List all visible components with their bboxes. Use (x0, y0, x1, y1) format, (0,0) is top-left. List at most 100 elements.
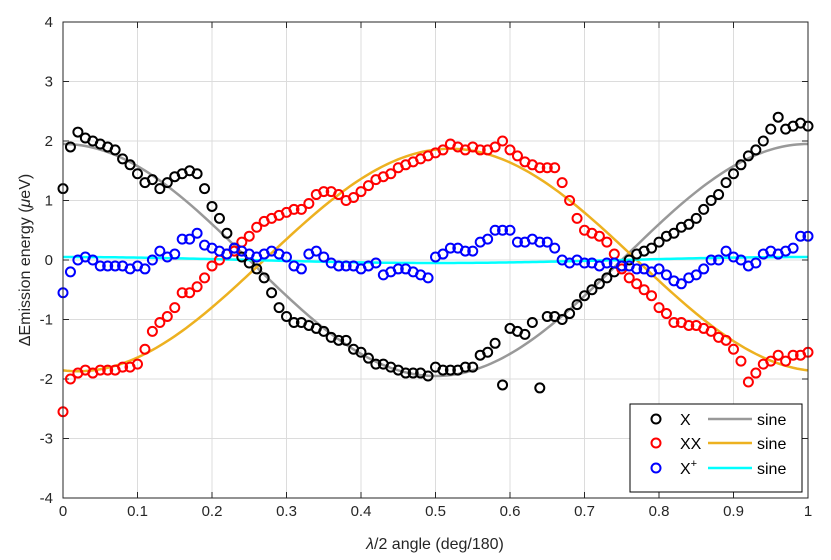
xx-point (64, 373, 76, 385)
xplus-point (437, 248, 449, 260)
xx-point (668, 316, 680, 328)
sine-fit-xplus (62, 255, 809, 265)
xplus-point (467, 245, 479, 257)
y-axis-label-pre: ΔEmission energy ( (17, 207, 34, 346)
x-point (772, 111, 784, 123)
x-point (593, 278, 605, 290)
x-axis-label: λ/2 angle (deg/180) (365, 536, 504, 553)
xx-point (653, 302, 665, 314)
y-tick-label: 0 (45, 252, 53, 269)
xx-point (243, 230, 255, 242)
x-point (117, 153, 129, 165)
x-tick-label: 0.6 (500, 503, 521, 520)
xplus-point (154, 245, 166, 257)
xx-point (780, 355, 792, 367)
xplus-point (713, 254, 725, 266)
legend-label-xplus-sup: + (691, 458, 697, 470)
x-point (534, 382, 546, 394)
xx-point (191, 281, 203, 293)
x-tick-label: 0.3 (276, 503, 297, 520)
x-point (623, 254, 635, 266)
xx-point (94, 364, 106, 376)
xx-point (146, 325, 158, 337)
xplus-point (94, 260, 106, 272)
xplus-point (504, 224, 516, 236)
legend-line-label-xplus-sine: sine (757, 461, 786, 478)
xx-point (750, 367, 762, 379)
y-axis-label-post: eV) (17, 174, 34, 199)
xx-point (355, 186, 367, 198)
x-point (690, 212, 702, 224)
x-point (213, 212, 225, 224)
x-point (482, 346, 494, 358)
xplus-point (497, 224, 509, 236)
x-axis-label-rest: /2 angle (deg/180) (374, 536, 504, 553)
x-point (191, 168, 203, 180)
x-point (109, 144, 121, 156)
x-tick-label: 0.9 (723, 503, 744, 520)
y-tick-label: -3 (40, 431, 53, 448)
xx-point (601, 236, 613, 248)
x-point (556, 314, 568, 325)
x-point (333, 334, 345, 346)
xplus-point (422, 272, 434, 284)
xplus-point (64, 266, 76, 278)
xx-point (646, 290, 658, 302)
xplus-point (675, 278, 687, 290)
xx-point (534, 162, 546, 174)
xx-point (288, 203, 300, 215)
xx-point (511, 150, 523, 162)
xx-point (660, 308, 672, 320)
x-point (765, 123, 777, 135)
xplus-point (184, 233, 196, 245)
legend-label-x: X (680, 412, 691, 429)
xx-point (638, 284, 650, 296)
data-points (57, 111, 814, 418)
x-point (541, 311, 553, 323)
x-point (750, 144, 762, 156)
x-point (407, 367, 419, 379)
x-point (273, 302, 285, 314)
xplus-point (698, 263, 710, 275)
x-point (713, 189, 725, 201)
xplus-point (489, 224, 501, 236)
xx-point (623, 272, 635, 284)
x-point (64, 141, 76, 153)
xx-point (184, 287, 196, 299)
xx-point (437, 144, 449, 156)
xx-point (489, 141, 501, 153)
x-point (646, 242, 658, 254)
xplus-point (295, 263, 307, 275)
xx-point (251, 221, 263, 233)
x-point (519, 328, 531, 340)
xplus-point (139, 263, 151, 275)
xx-point (169, 302, 181, 314)
xx-point (541, 162, 553, 174)
x-point (266, 287, 278, 299)
xx-point (593, 230, 605, 242)
xplus-point (541, 236, 553, 248)
xplus-point (705, 254, 717, 266)
xplus-point (579, 257, 590, 269)
x-point (586, 284, 598, 296)
xplus-point (631, 263, 643, 275)
xplus-point (392, 263, 404, 275)
x-point (72, 126, 84, 138)
x-tick-label: 0.1 (127, 503, 148, 520)
x-tick-label: 0.7 (574, 503, 595, 520)
xplus-point (370, 257, 382, 269)
xplus-point (720, 245, 732, 257)
x-point (489, 337, 501, 349)
xplus-point (795, 230, 807, 242)
xx-point (504, 144, 516, 156)
x-point (668, 227, 680, 239)
x-point (728, 168, 739, 180)
xplus-point (281, 251, 292, 263)
x-point (251, 263, 263, 275)
y-tick-label: 1 (45, 193, 53, 210)
xx-point (772, 349, 784, 361)
x-point (571, 299, 583, 311)
xx-point (735, 355, 747, 367)
x-point (705, 195, 717, 206)
